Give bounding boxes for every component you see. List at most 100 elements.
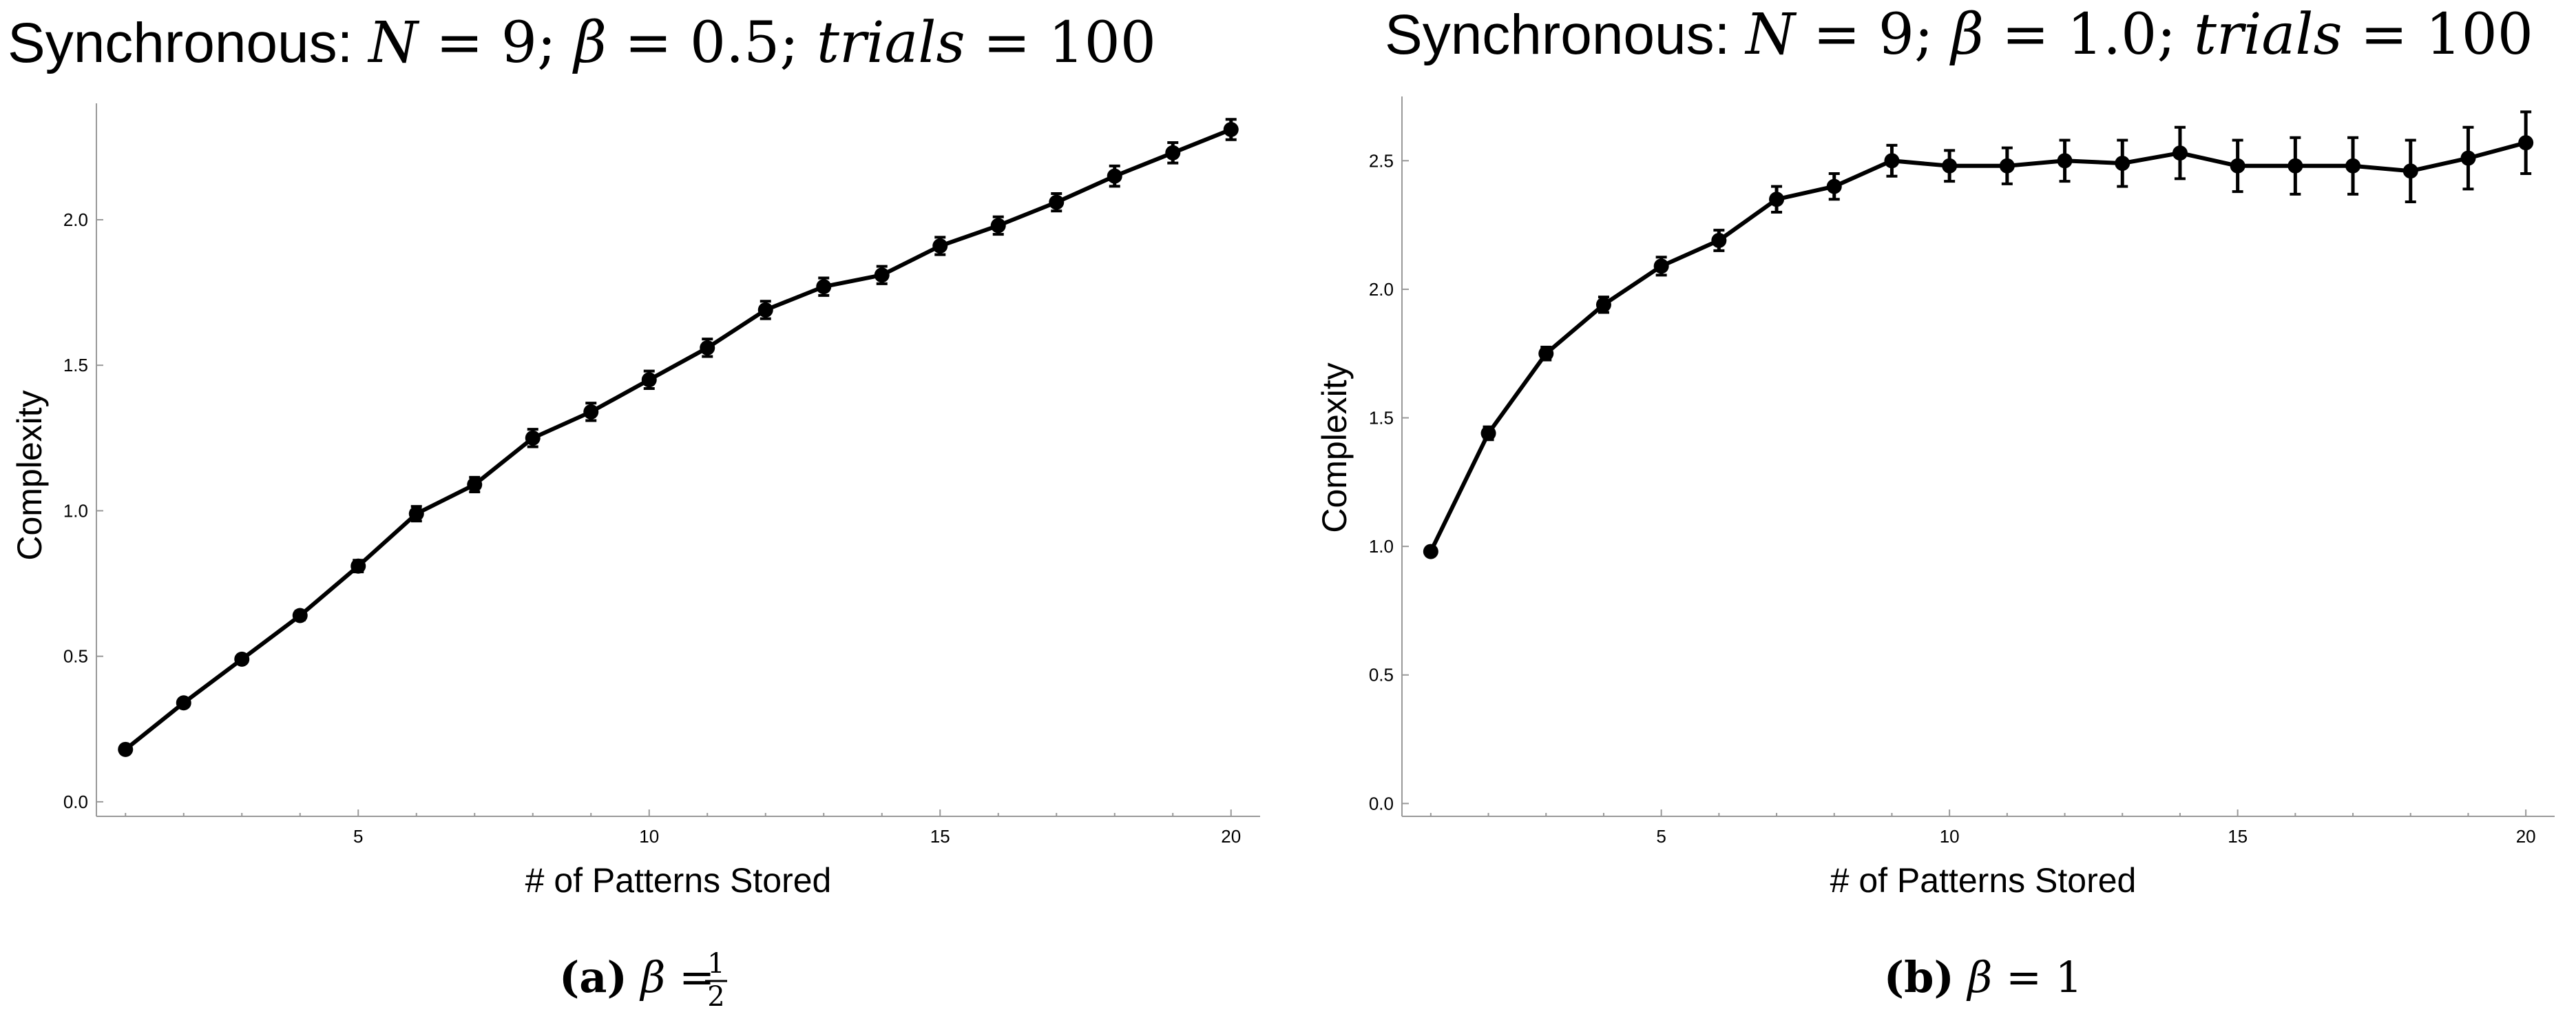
chart-b-x-tick-label: 10 <box>1940 826 1960 847</box>
chart-b-title-trials-val: 100 <box>2425 2 2533 68</box>
chart-b-data-point <box>1826 178 1842 194</box>
chart-a-data-point <box>408 506 424 522</box>
caption-a: (a) β = <box>559 952 715 1002</box>
chart-b-title-trials-var: trials <box>2194 2 2343 68</box>
chart-a-title-trials-var: trials <box>817 10 965 76</box>
caption-b-val: 1 <box>2055 952 2082 1002</box>
caption-a-beta-sym: β <box>640 952 666 1002</box>
chart-a-y-tick-label: 2.0 <box>63 209 88 230</box>
chart-a-data-point <box>641 372 657 388</box>
caption-b-beta-sym: β <box>1967 952 1993 1002</box>
chart-b-data-point <box>1942 158 1958 174</box>
chart-b-y-ticks: 0.0 0.5 1.0 1.5 2.0 2.5 <box>1369 150 1409 814</box>
chart-b-data-point <box>1769 192 1785 207</box>
chart-b-x-tick-label: 5 <box>1656 826 1666 847</box>
chart-a-data-point <box>990 218 1006 234</box>
chart-a-title-n-val: 9 <box>501 10 537 76</box>
chart-b-data-point <box>2115 156 2130 172</box>
chart-b-y-tick-label: 1.0 <box>1369 536 1394 557</box>
chart-b-data-point <box>1538 346 1554 362</box>
chart-b-series-line <box>1429 141 2526 553</box>
caption-a-label: (a) <box>559 952 627 1002</box>
caption-a-frac-num: 1 <box>707 948 724 980</box>
chart-b-x-ticks: 5 10 15 20 <box>1430 809 2536 847</box>
caption-b-eq: = <box>2006 952 2042 1002</box>
chart-a-data-point <box>292 608 308 623</box>
chart-a-x-tick-label: 5 <box>353 826 363 847</box>
chart-a-data-point <box>1049 194 1065 210</box>
chart-b-data-point <box>2230 158 2245 174</box>
chart-a-y-ticks: 0.0 0.5 1.0 1.5 2.0 <box>63 209 103 812</box>
chart-a-data-point <box>816 279 832 295</box>
chart-b-data-point <box>1480 425 1496 441</box>
chart-b-title: Synchronous: N = 9; β = 1.0; trials = 10… <box>1385 2 2533 68</box>
caption-a-eq: = <box>679 952 715 1002</box>
chart-a-data-point <box>932 238 948 254</box>
chart-b-data-point <box>1595 297 1611 313</box>
chart-b-data-point <box>2345 158 2361 174</box>
chart-b-title-n-val: 9 <box>1878 2 1914 68</box>
chart-a-data-point <box>874 267 890 283</box>
chart-a-x-label: # of Patterns Stored <box>525 861 832 900</box>
chart-a-y-tick-label: 1.0 <box>63 500 88 521</box>
chart-a-x-tick-label: 20 <box>1221 826 1241 847</box>
chart-b-series <box>1423 110 2534 559</box>
chart-a-y-tick-label: 0.5 <box>63 646 88 667</box>
chart-b-data-point <box>2287 158 2303 174</box>
chart-a-data-point <box>1223 122 1239 138</box>
chart-panel-b: Synchronous: N = 9; β = 1.0; trials = 10… <box>1315 2 2555 1002</box>
chart-a-y-tick-label: 1.5 <box>63 355 88 375</box>
chart-b-data-point <box>2460 150 2476 166</box>
chart-a-title-trials-val: 100 <box>1048 10 1156 76</box>
chart-a-series <box>118 118 1239 757</box>
chart-a-data-point <box>350 558 366 574</box>
chart-b-data-point <box>1711 233 1727 248</box>
chart-b-title-n-var: N <box>1744 2 1797 68</box>
chart-b-data-point <box>1653 258 1669 274</box>
chart-b-data-point <box>2402 163 2418 179</box>
chart-a-title-prefix: Synchronous: <box>8 12 368 74</box>
chart-a-x-tick-label: 10 <box>639 826 659 847</box>
chart-b-y-tick-label: 0.0 <box>1369 793 1394 814</box>
chart-b-data-point <box>2518 135 2534 151</box>
chart-a-series-line <box>124 127 1232 752</box>
chart-b-data-point <box>2057 153 2073 169</box>
chart-a-data-point <box>1107 168 1122 184</box>
chart-b-y-tick-label: 1.5 <box>1369 408 1394 428</box>
chart-a-data-point <box>700 340 715 355</box>
caption-b: (b) β = 1 <box>1884 952 2082 1002</box>
chart-a-title-beta-val: 0.5 <box>690 10 779 76</box>
chart-a-data-point <box>467 477 483 493</box>
chart-b-x-label: # of Patterns Stored <box>1830 861 2137 900</box>
chart-b-title-prefix: Synchronous: <box>1385 3 1746 66</box>
chart-a-data-point <box>118 741 134 757</box>
chart-a-title: Synchronous: N = 9; β = 0.5; trials = 10… <box>8 10 1156 76</box>
chart-a-x-ticks: 5 10 15 20 <box>125 809 1241 847</box>
chart-a-data-point <box>757 302 773 318</box>
chart-a-x-tick-label: 15 <box>930 826 950 847</box>
chart-b-y-tick-label: 2.0 <box>1369 279 1394 300</box>
chart-a-data-point <box>525 430 541 446</box>
chart-b-data-point <box>1423 544 1438 559</box>
chart-b-title-beta-sym: β <box>1949 2 1984 68</box>
chart-a-title-n-var: N <box>367 10 420 76</box>
chart-panel-a: Synchronous: N = 9; β = 0.5; trials = 10… <box>8 10 1260 1012</box>
chart-b-y-label: Complexity <box>1315 362 1354 533</box>
chart-b-y-tick-label: 2.5 <box>1369 150 1394 171</box>
chart-a-title-beta-sym: β <box>572 10 607 76</box>
caption-a-frac-den: 2 <box>707 981 724 1012</box>
chart-b-title-beta-val: 1.0 <box>2067 2 2157 68</box>
caption-b-label: (b) <box>1884 952 1954 1002</box>
chart-b-data-point <box>1884 153 1900 169</box>
chart-b-x-tick-label: 20 <box>2516 826 2536 847</box>
chart-a-data-point <box>176 695 191 711</box>
chart-b-x-tick-label: 15 <box>2228 826 2248 847</box>
chart-a-y-tick-label: 0.0 <box>63 792 88 812</box>
chart-b-y-tick-label: 0.5 <box>1369 665 1394 685</box>
chart-a-y-label: Complexity <box>10 390 49 560</box>
chart-a-data-point <box>234 651 250 667</box>
chart-a-data-point <box>1165 145 1181 161</box>
chart-b-data-point <box>1999 158 2015 174</box>
chart-b-data-point <box>2172 145 2188 161</box>
